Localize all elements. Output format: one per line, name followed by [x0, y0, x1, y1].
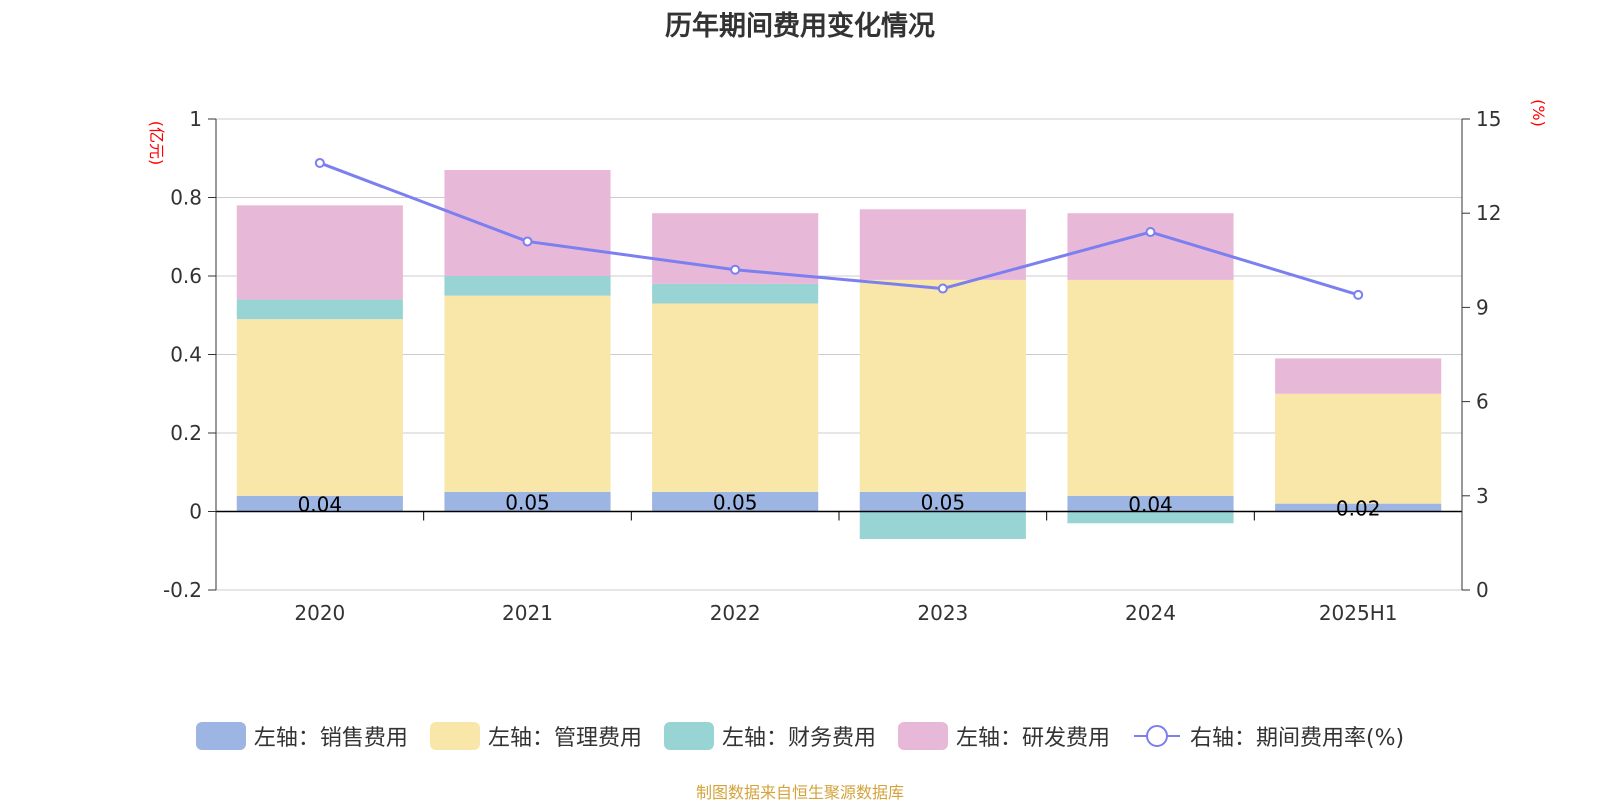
axes: 1 0.8 0.6 0.4 0.2 0 -0.2 15 12 9 6 3 0 (亿元) (%) 2020 202…	[147, 99, 1548, 625]
left-tick-label: 0.4	[170, 343, 202, 367]
x-tick-label: 2022	[710, 601, 761, 625]
legend-item[interactable]: 左轴：研发费用	[897, 720, 1110, 752]
left-tick-label: 0.2	[170, 421, 202, 445]
left-tick-label: -0.2	[163, 578, 202, 602]
bar-segment	[444, 276, 611, 296]
legend-swatch	[195, 722, 246, 750]
right-tick-label: 6	[1476, 390, 1489, 414]
legend-swatch	[897, 722, 948, 750]
bar-segment	[1067, 279, 1234, 496]
bar-segment	[859, 209, 1026, 280]
bar-series	[236, 170, 1442, 539]
rate-point	[1145, 227, 1156, 238]
left-tick-label: 0.6	[170, 264, 202, 288]
bar-segment	[652, 283, 819, 304]
bar-segment	[1275, 503, 1442, 512]
bar-segment	[652, 303, 819, 492]
right-axis-unit: (%)	[1529, 99, 1548, 127]
legend-label: 左轴：财务费用	[721, 726, 876, 751]
bar-value-label: 0.05	[505, 491, 550, 515]
bar-value-label: 0.04	[1128, 493, 1173, 517]
grid-lines	[216, 118, 1462, 591]
legend-line-swatch	[1133, 725, 1180, 747]
chart-title: 历年期间费用变化情况	[665, 11, 935, 42]
bar-segment	[236, 299, 403, 320]
legend-label: 左轴：研发费用	[955, 726, 1110, 751]
legend-item[interactable]: 右轴：期间费用率(%)	[1132, 720, 1404, 752]
right-tick-label: 0	[1476, 578, 1489, 602]
left-tick-label: 0	[189, 500, 202, 524]
bar-segment	[444, 491, 611, 512]
rate-point	[314, 157, 325, 168]
legend-swatch	[663, 722, 714, 750]
x-tick-label: 2025H1	[1319, 601, 1398, 625]
x-tick-label: 2024	[1125, 601, 1176, 625]
x-tick-label: 2023	[917, 601, 968, 625]
legend-label: 右轴：期间费用率(%)	[1189, 726, 1405, 751]
legend-label: 左轴：管理费用	[487, 726, 642, 751]
right-tick-label: 9	[1476, 295, 1489, 319]
left-tick-label: 1	[189, 107, 202, 131]
zero-line	[216, 510, 1462, 521]
right-tick-label: 15	[1476, 107, 1501, 131]
bar-segment	[236, 495, 403, 512]
left-tick-label: 0.8	[170, 186, 202, 210]
right-tick-label: 12	[1476, 201, 1501, 225]
bar-segment	[859, 491, 1026, 512]
legend-swatch	[429, 722, 480, 750]
bar-segment	[1067, 511, 1234, 524]
x-tick-label: 2021	[502, 601, 553, 625]
bar-segment	[1275, 393, 1442, 504]
source-note: 制图数据来自恒生聚源数据库	[695, 783, 904, 802]
bar-value-labels: 0.04 0.05 0.05 0.05 0.04 0.02	[298, 491, 1381, 521]
rate-point	[522, 236, 533, 247]
left-axis-unit: (亿元)	[147, 121, 166, 166]
bar-segment	[236, 205, 403, 300]
bar-value-label: 0.05	[713, 491, 758, 515]
bar-segment	[444, 170, 611, 276]
legend-item[interactable]: 左轴：财务费用	[663, 720, 876, 752]
legend-label: 左轴：销售费用	[253, 726, 408, 751]
rate-line	[319, 161, 1359, 297]
bar-segment	[859, 511, 1026, 539]
bar-value-label: 0.02	[1336, 497, 1381, 521]
rate-point	[730, 264, 741, 275]
rate-point	[937, 283, 948, 294]
bar-value-label: 0.04	[298, 493, 343, 517]
legend: 左轴：销售费用 左轴：管理费用 左轴：财务费用 左轴：研发费用 右轴：期间费用率(%)	[0, 720, 1600, 752]
bar-segment	[652, 491, 819, 512]
bar-segment	[444, 295, 611, 492]
rate-point	[1353, 289, 1364, 300]
bar-segment	[1275, 358, 1442, 394]
bar-value-label: 0.05	[921, 491, 966, 515]
rate-line-series	[314, 157, 1364, 300]
bar-segment	[1067, 495, 1234, 512]
legend-item[interactable]: 左轴：管理费用	[429, 720, 642, 752]
bar-segment	[859, 279, 1026, 492]
right-tick-label: 3	[1476, 484, 1489, 508]
x-tick-label: 2020	[294, 601, 345, 625]
legend-item[interactable]: 左轴：销售费用	[195, 720, 408, 752]
bar-segment	[236, 319, 403, 496]
